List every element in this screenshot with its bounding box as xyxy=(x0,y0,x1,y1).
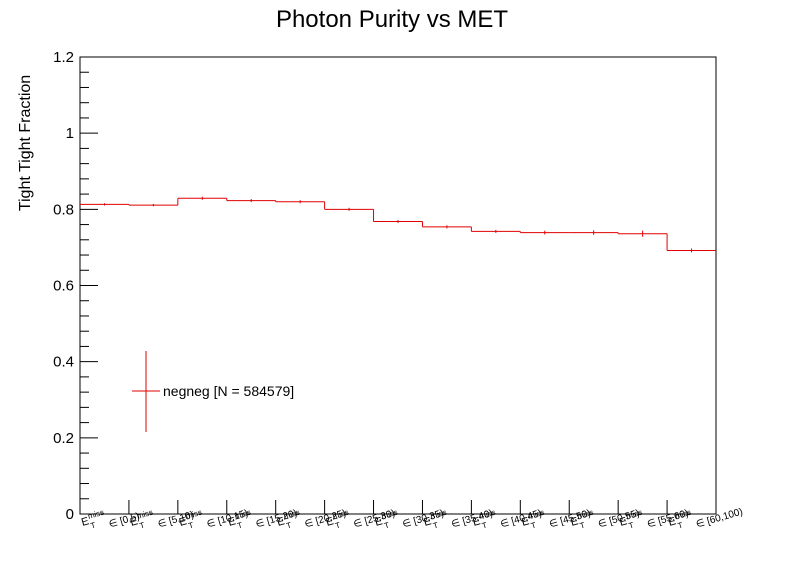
svg-text:E: E xyxy=(374,515,384,529)
svg-text:E: E xyxy=(80,515,90,529)
svg-text:miss: miss xyxy=(429,508,447,521)
svg-text:∈ [60,100): ∈ [60,100) xyxy=(695,507,744,531)
svg-text:T: T xyxy=(334,520,341,530)
svg-text:miss: miss xyxy=(136,508,154,521)
svg-text:miss: miss xyxy=(234,508,252,521)
svg-text:miss: miss xyxy=(625,508,643,521)
y-tick-label: 0.6 xyxy=(53,278,74,295)
svg-text:miss: miss xyxy=(527,508,545,521)
y-axis: 0 0.2 0.4 0.6 0.8 1 1.2 xyxy=(53,49,98,523)
svg-text:T: T xyxy=(579,520,586,530)
svg-text:T: T xyxy=(285,520,292,530)
svg-text:T: T xyxy=(90,520,97,530)
svg-text:E: E xyxy=(520,515,530,529)
svg-text:T: T xyxy=(677,520,684,530)
svg-text:T: T xyxy=(383,520,390,530)
svg-text:E: E xyxy=(471,515,481,529)
y-tick-label: 0.8 xyxy=(53,201,74,218)
series-group xyxy=(80,196,716,253)
legend-label: negneg [N = 584579] xyxy=(163,383,294,399)
svg-text:E: E xyxy=(325,515,335,529)
svg-text:T: T xyxy=(628,520,635,530)
svg-text:E: E xyxy=(129,515,139,529)
svg-text:E: E xyxy=(227,515,237,529)
svg-text:miss: miss xyxy=(576,508,594,521)
plot-frame xyxy=(79,56,717,515)
y-tick-label: 1 xyxy=(66,125,74,142)
svg-text:miss: miss xyxy=(185,508,203,521)
svg-text:E: E xyxy=(618,515,628,529)
y-axis-label: Tight Tight Fraction xyxy=(17,75,34,211)
y-tick-label: 1.2 xyxy=(53,49,74,66)
legend: negneg [N = 584579] xyxy=(132,351,294,432)
svg-text:E: E xyxy=(569,515,579,529)
svg-text:E: E xyxy=(422,515,432,529)
svg-text:T: T xyxy=(530,520,537,530)
svg-text:T: T xyxy=(187,520,194,530)
svg-text:E: E xyxy=(178,515,188,529)
y-tick-label: 0.4 xyxy=(53,354,74,371)
svg-text:miss: miss xyxy=(283,508,301,521)
svg-text:E: E xyxy=(667,515,677,529)
svg-text:T: T xyxy=(432,520,439,530)
svg-text:miss: miss xyxy=(331,508,349,521)
y-tick-label: 0 xyxy=(66,506,74,523)
svg-text:T: T xyxy=(139,520,146,530)
svg-text:T: T xyxy=(481,520,488,530)
svg-text:E: E xyxy=(276,515,286,529)
svg-text:miss: miss xyxy=(478,508,496,521)
chart-title: Photon Purity vs MET xyxy=(276,6,508,33)
svg-text:T: T xyxy=(236,520,243,530)
svg-text:miss: miss xyxy=(380,508,398,521)
y-tick-label: 0.2 xyxy=(53,430,74,447)
svg-text:miss: miss xyxy=(87,508,105,521)
svg-text:miss: miss xyxy=(674,508,692,521)
